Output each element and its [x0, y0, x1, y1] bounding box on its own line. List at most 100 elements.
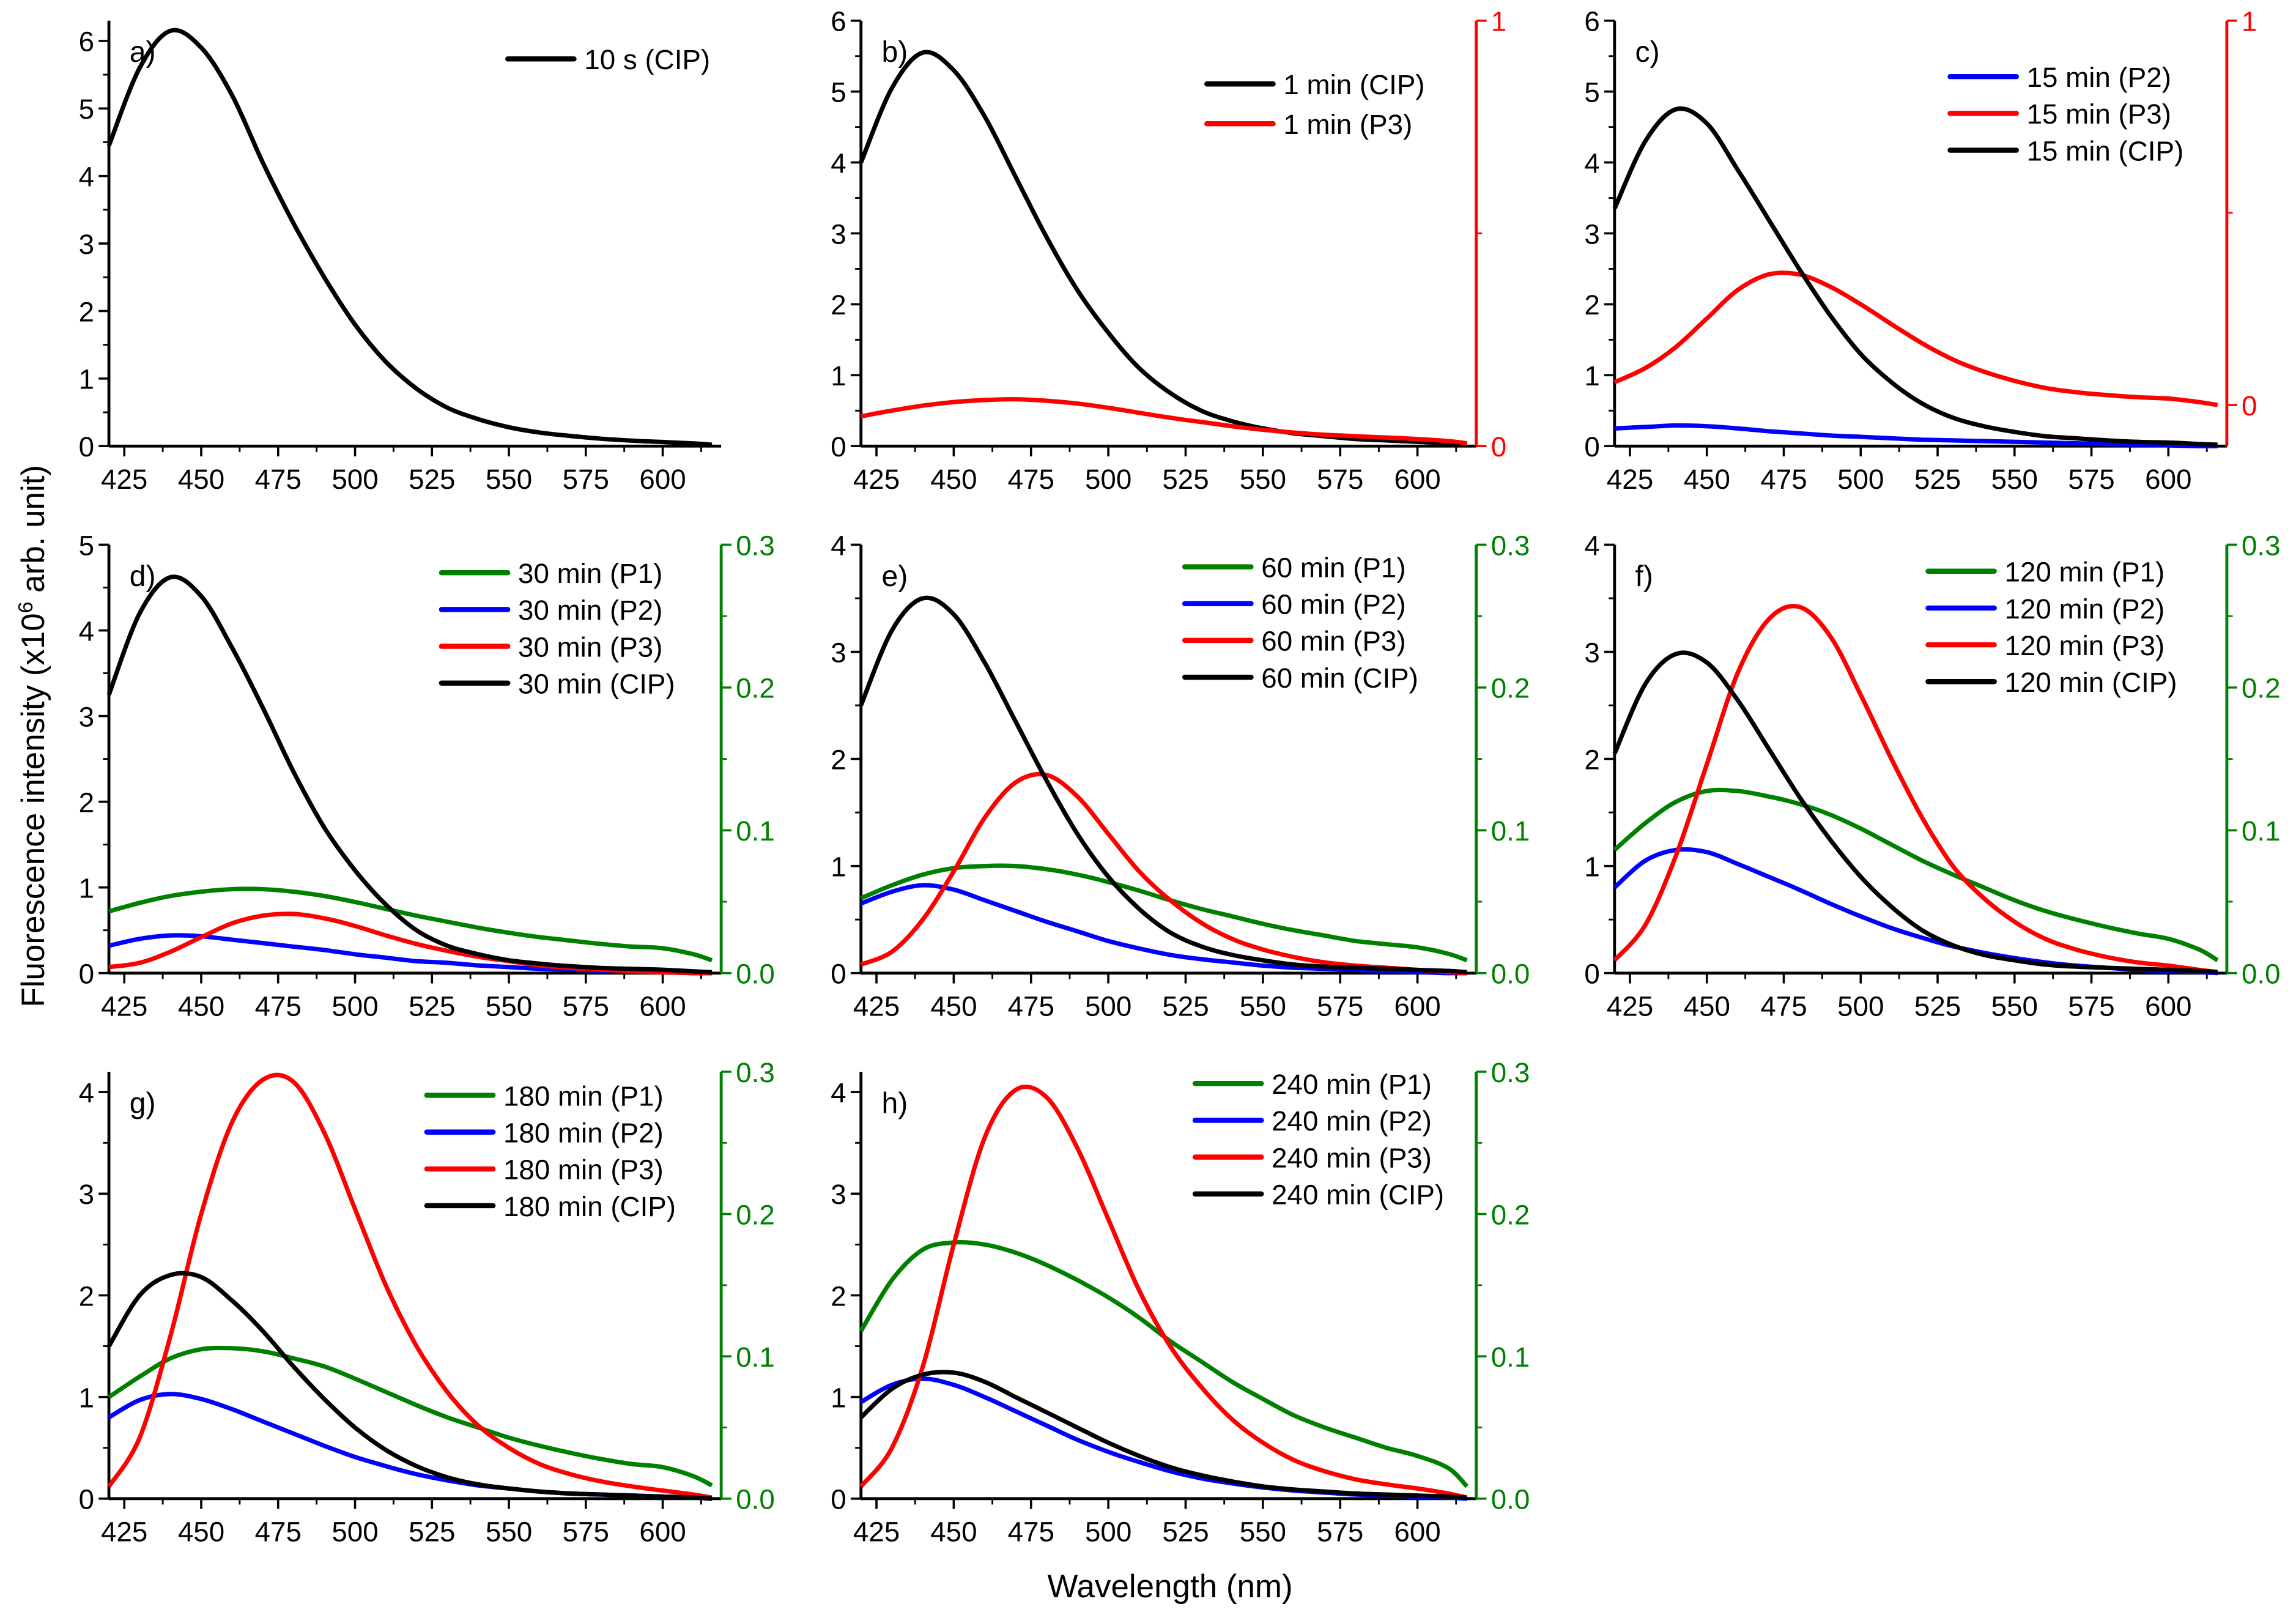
series-line-p1 — [859, 1239, 1469, 1488]
y-axis-label-tail: arb. unit) — [15, 465, 51, 602]
series-line-p1 — [108, 886, 713, 963]
x-tick-label: 475 — [1008, 464, 1054, 495]
legend-label: 1 min (CIP) — [1283, 69, 1424, 100]
y-tick-label: 2 — [831, 1280, 846, 1312]
legend-label: 120 min (P1) — [2005, 557, 2165, 588]
series-line-p3 — [861, 397, 1467, 446]
y-tick-label: 0 — [79, 1484, 94, 1515]
series-line-p1 — [108, 1345, 713, 1488]
y-tick-label: 3 — [831, 637, 846, 668]
legend-label: 10 s (CIP) — [584, 44, 710, 75]
legend: 10 s (CIP) — [505, 44, 710, 75]
panel-f: 425 450 475 500 525 550 575 600 0 1 2 3 4 0.0 0.1 0.2 0.… — [1584, 530, 2280, 1022]
y-tick-label: 1 — [79, 1382, 94, 1413]
x-tick-label: 475 — [1760, 991, 1807, 1022]
x-tick-label: 575 — [563, 1517, 609, 1548]
y-tick-label: 1 — [79, 873, 94, 904]
y-axis-label-sup: 6 — [15, 602, 37, 614]
x-tick-label: 600 — [2145, 991, 2191, 1022]
y-tick-label: 2 — [79, 1280, 94, 1312]
legend-label: 15 min (P2) — [2027, 62, 2171, 93]
x-tick-label: 425 — [853, 464, 900, 495]
right-tick-label: 0.2 — [2242, 673, 2281, 704]
legend-label: 180 min (P1) — [503, 1080, 664, 1112]
right-tick-label: 0.2 — [1491, 673, 1530, 704]
x-tick-label: 525 — [1914, 991, 1961, 1022]
x-tick-label: 525 — [1162, 464, 1209, 495]
series-line-p1 — [1613, 787, 2219, 962]
x-tick-label: 550 — [1240, 1517, 1286, 1548]
y-tick-label: 2 — [1584, 289, 1599, 321]
x-tick-label: 550 — [486, 464, 532, 495]
x-tick-label: 575 — [1317, 991, 1363, 1022]
x-tick-label: 500 — [331, 1517, 378, 1548]
legend-label: 180 min (CIP) — [503, 1191, 676, 1222]
y-tick-label: 6 — [1584, 6, 1599, 37]
legend: 60 min (P1) 60 min (P2) 60 min (P3) 60 min … — [1182, 552, 1418, 694]
x-tick-label: 575 — [1317, 1517, 1363, 1548]
right-tick-label: 0.3 — [1491, 1057, 1530, 1088]
x-tick-label: 500 — [331, 464, 378, 495]
legend: 30 min (P1) 30 min (P2) 30 min (P3) 30 min … — [439, 558, 675, 700]
panel-c: 425 450 475 500 525 550 575 600 0 1 2 3 4 5 6 0 1 c) 15 mi… — [1584, 6, 2257, 495]
x-tick-label: 525 — [409, 991, 455, 1022]
legend: 240 min (P1) 240 min (P2) 240 min (P3) 240 … — [1192, 1069, 1444, 1211]
series-line-cip — [859, 50, 1467, 447]
x-tick-label: 475 — [1008, 1517, 1054, 1548]
y-tick-label: 0 — [1584, 431, 1599, 462]
y-tick-label: 1 — [831, 1382, 846, 1413]
legend-label: 240 min (CIP) — [1272, 1179, 1444, 1211]
right-tick-label: 0.3 — [1491, 530, 1530, 561]
panel-b: 425 450 475 500 525 550 575 600 0 1 2 3 4 5 6 0 1 b) 1 min… — [831, 6, 1506, 495]
series-line-cip — [106, 574, 713, 975]
x-tick-label: 550 — [1991, 464, 2038, 495]
series-line-p3 — [107, 1072, 713, 1500]
y-tick-label: 0 — [79, 431, 94, 462]
y-tick-label: 4 — [831, 147, 846, 179]
y-tick-label: 6 — [831, 6, 846, 37]
x-tick-label: 450 — [178, 991, 224, 1022]
x-tick-label: 450 — [930, 1517, 977, 1548]
x-tick-label: 525 — [1162, 1517, 1209, 1548]
legend-label: 30 min (CIP) — [518, 669, 675, 700]
y-tick-label: 1 — [79, 364, 94, 395]
y-tick-label: 0 — [831, 959, 846, 990]
panel-a: 425 450 475 500 525 550 575 600 0 1 2 3 4 5 6 a) 10 s (C… — [79, 20, 722, 495]
legend-label: 60 min (CIP) — [1261, 663, 1418, 694]
y-tick-label: 3 — [79, 229, 94, 260]
x-tick-label: 550 — [486, 991, 532, 1022]
right-tick-label: 0.1 — [2242, 815, 2281, 847]
x-tick-label: 450 — [930, 991, 977, 1022]
x-tick-label: 425 — [101, 991, 147, 1022]
series-line-p3 — [108, 911, 712, 976]
x-tick-label: 600 — [639, 1517, 686, 1548]
x-tick-label: 500 — [331, 991, 378, 1022]
x-tick-label: 425 — [101, 464, 147, 495]
legend-label: 60 min (P2) — [1261, 589, 1405, 620]
y-tick-label: 1 — [831, 360, 846, 392]
series-line-p3 — [859, 1084, 1468, 1500]
x-tick-label: 500 — [1837, 464, 1884, 495]
x-tick-label: 550 — [1991, 991, 2038, 1022]
x-tick-label: 500 — [1085, 464, 1131, 495]
x-tick-label: 500 — [1837, 991, 1884, 1022]
series-line-cip — [106, 28, 713, 447]
x-tick-label: 575 — [2068, 464, 2114, 495]
x-tick-label: 575 — [563, 991, 609, 1022]
legend-label: 30 min (P2) — [518, 595, 662, 626]
y-tick-label: 0 — [1584, 959, 1599, 990]
series-line-cip — [859, 595, 1467, 975]
x-tick-label: 525 — [1162, 991, 1209, 1022]
x-tick-label: 425 — [1607, 464, 1653, 495]
y-tick-label: 4 — [831, 1077, 846, 1108]
legend-label: 60 min (P1) — [1261, 552, 1405, 583]
legend-label: 180 min (P3) — [503, 1154, 664, 1186]
panel-label: h) — [881, 1086, 908, 1119]
legend-label: 30 min (P1) — [518, 558, 662, 589]
series-line-p2 — [1613, 847, 2218, 976]
x-tick-label: 575 — [2068, 991, 2114, 1022]
y-tick-label: 3 — [831, 218, 846, 250]
series-line-cip — [106, 1271, 713, 1501]
y-tick-label: 2 — [831, 744, 846, 775]
series-line-p3 — [1613, 270, 2218, 407]
